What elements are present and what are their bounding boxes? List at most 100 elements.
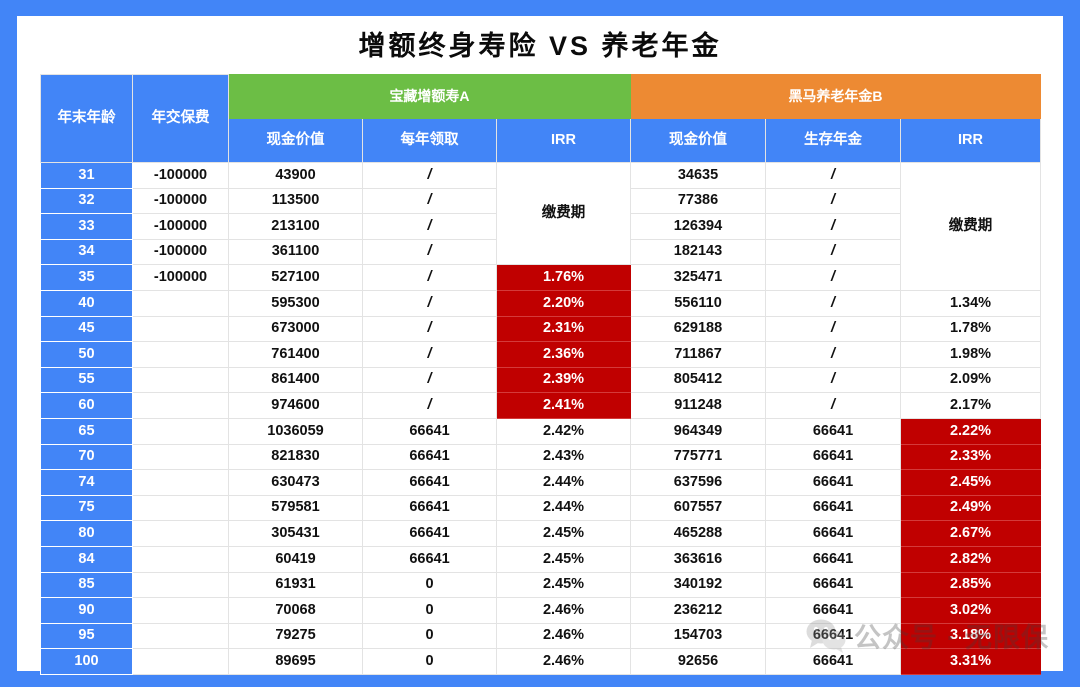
- cell-age: 65: [40, 417, 133, 445]
- cell-a-annual-withdrawal: /: [362, 264, 497, 291]
- cell-a-cash-value: 861400: [228, 366, 363, 394]
- cell-age: 60: [40, 392, 133, 419]
- table-row: 60 974600/2.41% 911248/2.17%: [40, 392, 1041, 419]
- cell-a-cash-value: 761400: [228, 341, 363, 368]
- comparison-table: 年末年龄 年交保费 宝藏增额寿A 黑马养老年金B 现金价值 每年领取 IRR 现…: [40, 74, 1041, 675]
- cell-a-annual-withdrawal: /: [362, 315, 497, 343]
- cell-b-survival-annuity: /: [765, 162, 901, 189]
- cell-a-irr: 2.43%: [496, 443, 631, 471]
- header-b-cash-value: 现金价值: [630, 118, 766, 163]
- table-row: 85 61931 0 2.45% 340192 66641 2.85%: [40, 571, 1041, 599]
- cell-b-cash-value: 964349: [630, 417, 766, 445]
- cell-b-cash-value: 340192: [630, 571, 766, 599]
- cell-age: 95: [40, 622, 133, 650]
- cell-annual-premium: [132, 417, 229, 445]
- cell-a-cash-value: 305431: [228, 520, 363, 547]
- cell-a-annual-withdrawal: 66641: [362, 469, 497, 496]
- table-row: 35 -100000 527100/1.76% 325471/: [40, 264, 1041, 291]
- cell-b-cash-value: 805412: [630, 366, 766, 394]
- cell-a-annual-withdrawal: /: [362, 187, 497, 215]
- cell-annual-premium: [132, 341, 229, 368]
- cell-a-annual-withdrawal: 0: [362, 648, 497, 675]
- cell-a-annual-withdrawal: /: [362, 238, 497, 266]
- cell-b-survival-annuity: 66641: [765, 597, 901, 624]
- cell-b-survival-annuity: 66641: [765, 469, 901, 496]
- cell-annual-premium: [132, 443, 229, 471]
- cell-b-survival-annuity: 66641: [765, 520, 901, 547]
- cell-b-irr: 2.67%: [900, 520, 1041, 547]
- table-row: 75 579581 66641 2.44% 607557 66641 2.49%: [40, 494, 1041, 522]
- cell-annual-premium: [132, 622, 229, 650]
- cell-b-survival-annuity: /: [765, 187, 901, 215]
- cell-a-cash-value: 974600: [228, 392, 363, 419]
- header-group-product-a: 宝藏增额寿A: [228, 74, 631, 119]
- cell-b-cash-value: 236212: [630, 597, 766, 624]
- table-row: 84 60419 66641 2.45% 363616 66641 2.82%: [40, 545, 1041, 573]
- cell-b-survival-annuity: 66641: [765, 443, 901, 471]
- cell-a-cash-value: 630473: [228, 469, 363, 496]
- header-row-groups: 年末年龄 年交保费 宝藏增额寿A 黑马养老年金B: [40, 74, 1041, 163]
- cell-b-irr: 3.02%: [900, 597, 1041, 624]
- infographic-frame: 增额终身寿险 VS 养老年金 年末年龄 年交保费 宝藏增额寿A 黑马养老年金B: [17, 16, 1063, 675]
- cell-age: 33: [40, 213, 133, 240]
- cell-b-irr: 3.31%: [900, 648, 1041, 675]
- cell-a-irr: 2.46%: [496, 597, 631, 624]
- table-body: 31 -100000 43900/缴费期 34635/缴费期 32 -100000 1135…: [40, 161, 1041, 675]
- header-a-irr: IRR: [496, 118, 631, 163]
- cell-b-survival-annuity: 66641: [765, 545, 901, 573]
- table-row: 34 -100000 361100/182143/: [40, 238, 1041, 266]
- table-row: 55 861400/2.39% 805412/2.09%: [40, 366, 1041, 394]
- cell-age: 34: [40, 238, 133, 266]
- cell-age: 74: [40, 469, 133, 496]
- cell-a-cash-value: 113500: [228, 187, 363, 215]
- cell-b-cash-value: 154703: [630, 622, 766, 650]
- cell-a-cash-value: 213100: [228, 213, 363, 240]
- cell-b-irr: 1.98%: [900, 341, 1041, 368]
- cell-a-cash-value: 821830: [228, 443, 363, 471]
- cell-a-cash-value: 1036059: [228, 417, 363, 445]
- cell-a-irr: 1.76%: [496, 264, 631, 291]
- cell-age: 85: [40, 571, 133, 599]
- header-b-survival-annuity: 生存年金: [765, 118, 901, 163]
- cell-annual-premium: [132, 571, 229, 599]
- cell-a-cash-value: 579581: [228, 494, 363, 522]
- cell-a-irr: 2.45%: [496, 571, 631, 599]
- cell-b-irr: 2.45%: [900, 469, 1041, 496]
- cell-a-annual-withdrawal: 66641: [362, 545, 497, 573]
- cell-a-annual-withdrawal: 66641: [362, 443, 497, 471]
- cell-a-annual-withdrawal: 66641: [362, 520, 497, 547]
- page-title: 增额终身寿险 VS 养老年金: [358, 31, 722, 61]
- cell-annual-premium: [132, 289, 229, 317]
- cell-age: 45: [40, 315, 133, 343]
- cell-a-irr: 2.20%: [496, 289, 631, 317]
- cell-b-irr: 2.82%: [900, 545, 1041, 573]
- cell-b-cash-value: 325471: [630, 264, 766, 291]
- cell-b-irr: 2.09%: [900, 366, 1041, 394]
- cell-age: 80: [40, 520, 133, 547]
- cell-age: 32: [40, 187, 133, 215]
- cell-a-irr: 2.42%: [496, 417, 631, 445]
- cell-b-survival-annuity: /: [765, 238, 901, 266]
- cell-b-cash-value: 182143: [630, 238, 766, 266]
- cell-a-irr: 2.45%: [496, 545, 631, 573]
- table-row: 31 -100000 43900/缴费期 34635/缴费期: [40, 161, 1041, 291]
- cell-b-irr: 3.18%: [900, 622, 1041, 650]
- cell-annual-premium: [132, 366, 229, 394]
- cell-a-annual-withdrawal: /: [362, 289, 497, 317]
- cell-a-cash-value: 79275: [228, 622, 363, 650]
- cell-age: 70: [40, 443, 133, 471]
- cell-a-cash-value: 61931: [228, 571, 363, 599]
- cell-b-cash-value: 34635: [630, 162, 766, 189]
- cell-b-irr: 2.17%: [900, 392, 1041, 419]
- cell-b-cash-value: 77386: [630, 187, 766, 215]
- cell-b-cash-value: 607557: [630, 494, 766, 522]
- cell-b-survival-annuity: /: [765, 392, 901, 419]
- header-b-irr: IRR: [900, 118, 1041, 163]
- cell-a-irr: 2.36%: [496, 341, 631, 368]
- cell-age: 31: [40, 162, 133, 189]
- cell-a-cash-value: 60419: [228, 545, 363, 573]
- cell-a-annual-withdrawal: /: [362, 162, 497, 189]
- table-row: 65 1036059 66641 2.42% 964349 66641 2.22%: [40, 417, 1041, 445]
- cell-a-irr-premium-period: 缴费期: [496, 161, 631, 266]
- cell-b-cash-value: 92656: [630, 648, 766, 675]
